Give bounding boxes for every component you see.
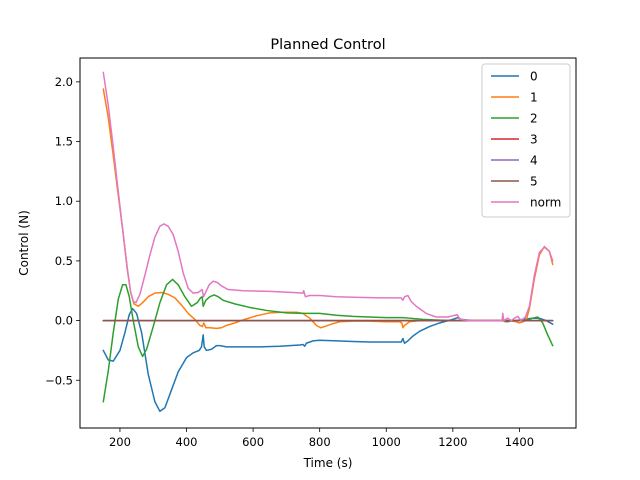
y-tick-label: 1.5: [55, 135, 73, 149]
x-tick-label: 800: [309, 435, 331, 449]
legend-entry-1: 1: [530, 91, 538, 105]
y-tick-label: 0.5: [55, 254, 73, 268]
series-line-norm: [102, 71, 554, 322]
chart-title: Planned Control: [270, 37, 385, 53]
legend-entry-3: 3: [530, 133, 538, 147]
plot-area: [102, 71, 554, 413]
y-tick-label: 1.0: [55, 194, 73, 208]
legend-entry-norm: norm: [530, 196, 561, 210]
x-tick-label: 400: [176, 435, 198, 449]
x-tick-label: 1000: [372, 435, 401, 449]
x-tick-label: 200: [109, 435, 131, 449]
legend: 0 1 2 3 4 5 norm: [481, 63, 571, 218]
y-tick-label: −0.5: [45, 373, 73, 387]
legend-entry-4: 4: [530, 154, 538, 168]
legend-entry-0: 0: [530, 70, 538, 84]
x-tick-label: 1200: [438, 435, 467, 449]
legend-entry-5: 5: [530, 175, 538, 189]
y-axis-label: Control (N): [17, 210, 31, 276]
y-axis: −0.5 0.0 0.5 1.0 1.5 2.0: [45, 75, 80, 387]
legend-entry-2: 2: [530, 112, 538, 126]
x-axis-label: Time (s): [303, 456, 353, 470]
y-tick-label: 0.0: [55, 314, 73, 328]
y-tick-label: 2.0: [55, 75, 73, 89]
legend-box: [481, 63, 571, 218]
x-tick-label: 600: [242, 435, 264, 449]
axes-frame: [79, 57, 577, 429]
x-axis: 200 400 600 800 1000 1200 1400: [109, 428, 534, 449]
x-tick-label: 1400: [505, 435, 534, 449]
